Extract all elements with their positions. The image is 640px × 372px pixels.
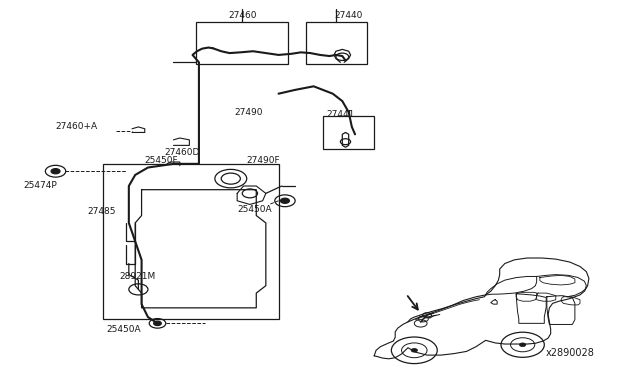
- Circle shape: [154, 321, 161, 326]
- Text: 28921M: 28921M: [119, 272, 156, 281]
- Circle shape: [411, 349, 417, 352]
- Bar: [196, 22, 288, 64]
- Bar: [323, 116, 374, 149]
- Text: 25450A: 25450A: [106, 326, 141, 334]
- Text: 27485: 27485: [88, 207, 116, 217]
- Circle shape: [280, 198, 289, 203]
- Bar: [306, 22, 367, 64]
- Text: 27460+A: 27460+A: [56, 122, 98, 131]
- Bar: [103, 164, 278, 319]
- Text: 27441: 27441: [326, 109, 355, 119]
- Text: 25450A: 25450A: [237, 205, 272, 215]
- Text: 27490: 27490: [234, 108, 262, 117]
- Text: 27490F: 27490F: [246, 155, 280, 165]
- Circle shape: [51, 169, 60, 174]
- Text: 27440: 27440: [335, 11, 363, 20]
- Text: 25474P: 25474P: [24, 182, 58, 190]
- Circle shape: [520, 343, 526, 347]
- Text: x2890028: x2890028: [546, 348, 595, 358]
- Text: 25450F: 25450F: [145, 155, 179, 165]
- Text: 27460: 27460: [228, 11, 257, 20]
- Text: 27460D: 27460D: [164, 148, 199, 157]
